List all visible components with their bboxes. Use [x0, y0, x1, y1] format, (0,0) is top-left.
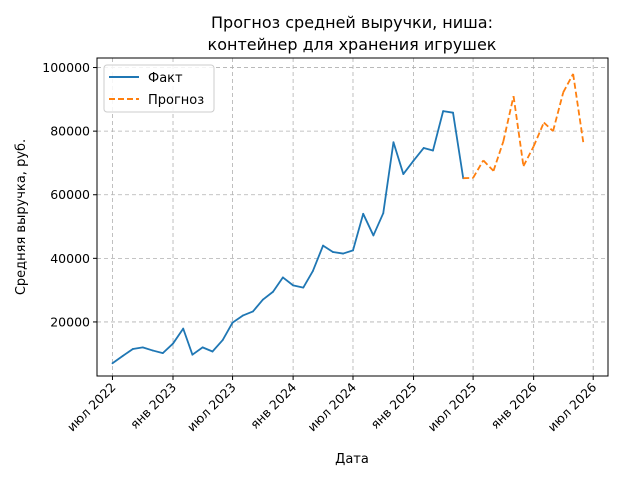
y-tick-label: 60000 [50, 187, 90, 202]
fact-line-segment [172, 327, 185, 345]
fact-line-segment [422, 147, 434, 152]
forecast-line-segment [562, 73, 574, 93]
x-tick-label: июл 2022 [64, 380, 119, 435]
fact-line-segment [121, 348, 134, 357]
forecast-line-segment [492, 141, 505, 172]
fact-line-segment [182, 327, 194, 356]
forecast-line-segment [552, 92, 565, 132]
fact-line-segment [261, 290, 274, 301]
series-fact [111, 110, 465, 365]
fact-line-segment [161, 342, 174, 355]
series-forecast [463, 73, 585, 180]
fact-line-segment [252, 298, 264, 313]
fact-line-segment [311, 244, 324, 272]
legend: Факт Прогноз [103, 64, 215, 113]
fact-line-segment [322, 244, 334, 253]
fact-line-segment [432, 110, 445, 152]
fact-line-segment [452, 111, 465, 180]
y-axis: 20000 40000 60000 80000 100000 [42, 60, 97, 329]
legend-label-forecast: Прогноз [148, 93, 204, 108]
fact-line-segment [131, 346, 144, 350]
x-tick-label: июл 2026 [545, 379, 600, 434]
series-layer [111, 73, 585, 365]
y-tick-label: 20000 [50, 314, 90, 329]
x-tick-label: янв 2026 [488, 379, 540, 431]
fact-line-segment [352, 212, 365, 252]
x-tick-label: янв 2025 [367, 380, 419, 432]
x-tick-label: янв 2024 [247, 379, 299, 431]
forecast-line-segment [512, 96, 525, 167]
fact-line-segment [211, 339, 224, 353]
fact-line-segment [382, 141, 395, 215]
forecast-line-segment [572, 73, 585, 143]
fact-line-segment [402, 159, 415, 175]
fact-line-segment [141, 346, 154, 352]
forecast-line-segment [543, 121, 554, 132]
fact-line-segment [442, 110, 454, 114]
y-tick-label: 100000 [42, 60, 90, 75]
y-tick-label: 40000 [50, 251, 90, 266]
x-tick-label: янв 2023 [127, 380, 179, 432]
fact-line-segment [362, 212, 375, 237]
grid-lines [97, 58, 608, 376]
fact-line-segment [111, 355, 124, 365]
fact-line-segment [412, 147, 425, 162]
forecast-line-segment [532, 122, 545, 147]
chart-title-line-2: контейнер для хранения игрушек [208, 35, 497, 54]
x-axis: июл 2022 янв 2023 июл 2023 янв 2024 июл 2024… [64, 376, 600, 435]
x-tick-label: июл 2023 [184, 380, 239, 435]
fact-line-segment [392, 141, 405, 175]
legend-label-fact: Факт [148, 71, 183, 86]
fact-line-segment [231, 314, 244, 324]
x-axis-label: Дата [335, 452, 369, 467]
fact-line-segment [332, 251, 345, 255]
chart-title-line-1: Прогноз средней выручки, ниша: [211, 13, 493, 32]
x-tick-label: июл 2025 [424, 380, 479, 435]
fact-line-segment [191, 346, 204, 356]
fact-line-segment [241, 310, 254, 317]
fact-line-segment [152, 349, 164, 355]
fact-line-segment [292, 284, 305, 289]
forecast-line-segment [522, 145, 535, 167]
forecast-line-segment [482, 159, 495, 172]
fact-line-segment [282, 276, 295, 287]
fact-line-segment [302, 270, 314, 289]
fact-line-segment [372, 212, 385, 237]
fact-line-segment [342, 249, 354, 255]
x-tick-label: июл 2024 [304, 379, 359, 434]
fact-line-segment [221, 321, 234, 341]
forecast-line-segment [472, 159, 485, 179]
fact-line-segment [272, 276, 284, 293]
y-tick-label: 80000 [50, 124, 90, 139]
fact-line-segment [201, 346, 214, 353]
forecast-line-segment [502, 95, 515, 142]
y-axis-label: Средняя выручка, руб. [14, 139, 29, 295]
